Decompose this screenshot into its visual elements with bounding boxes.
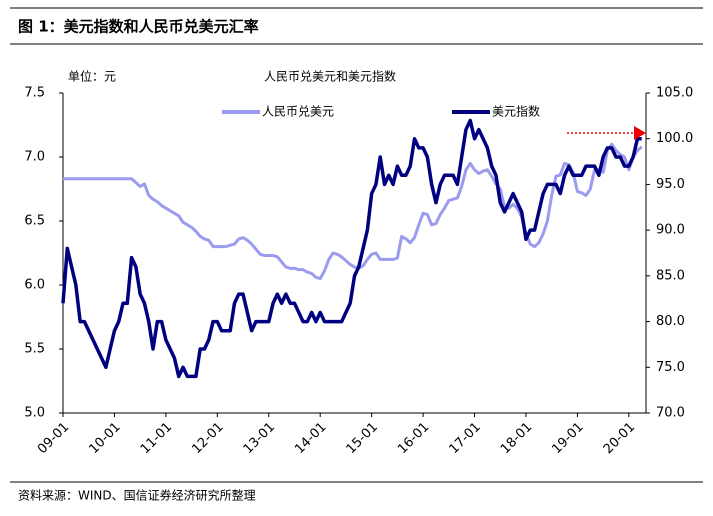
y-tick-label: 5.5 [24,342,45,357]
plot: 5.0 5.5 6.0 6.5 7.0 7.5 70.0 75.0 80.0 85.0 90.0 95… [24,86,693,458]
chart-title: 人民币兑美元和美元指数 [264,69,396,84]
y2-tick-label: 70.0 [656,406,685,421]
series-line [63,142,643,281]
annotation-arrow [634,126,646,140]
y2-tick-label: 85.0 [656,268,685,283]
x-tick-label: 12-01 [189,420,226,457]
legend-label: 人民币兑美元 [262,105,334,119]
figure-title: 图 1：美元指数和人民币兑美元汇率 [18,18,259,36]
y2-tick-label: 100.0 [656,131,693,146]
y-tick-label: 7.5 [24,86,45,101]
x-tick-label: 14-01 [292,420,329,457]
y-tick-label: 5.0 [24,406,45,421]
y-tick-label: 6.5 [24,214,45,229]
y2-tick-label: 75.0 [656,360,685,375]
x-tick-label: 18-01 [498,420,535,457]
series-line [61,118,642,379]
x-tick-label: 15-01 [344,420,381,457]
x-tick-label: 19-01 [549,420,586,457]
x-tick-label: 17-01 [447,420,484,457]
x-tick-label: 11-01 [138,420,175,457]
x-tick-label: 16-01 [395,420,432,457]
y2-tick-label: 95.0 [656,177,685,192]
legend-label: 美元指数 [492,104,540,119]
y2-tick-label: 105.0 [656,86,693,101]
x-tick-label: 09-01 [35,420,72,457]
y2-tick-label: 80.0 [656,314,685,329]
y2-tick-label: 90.0 [656,223,685,238]
x-tick-label: 13-01 [241,420,278,457]
y-tick-label: 6.0 [24,278,45,293]
x-tick-label: 10-01 [86,420,123,457]
y-tick-label: 7.0 [24,150,45,165]
x-tick-label: 20-01 [601,420,638,457]
unit-label: 单位：元 [68,69,116,84]
source: 资料来源：WIND、国信证券经济研究所整理 [18,488,256,503]
